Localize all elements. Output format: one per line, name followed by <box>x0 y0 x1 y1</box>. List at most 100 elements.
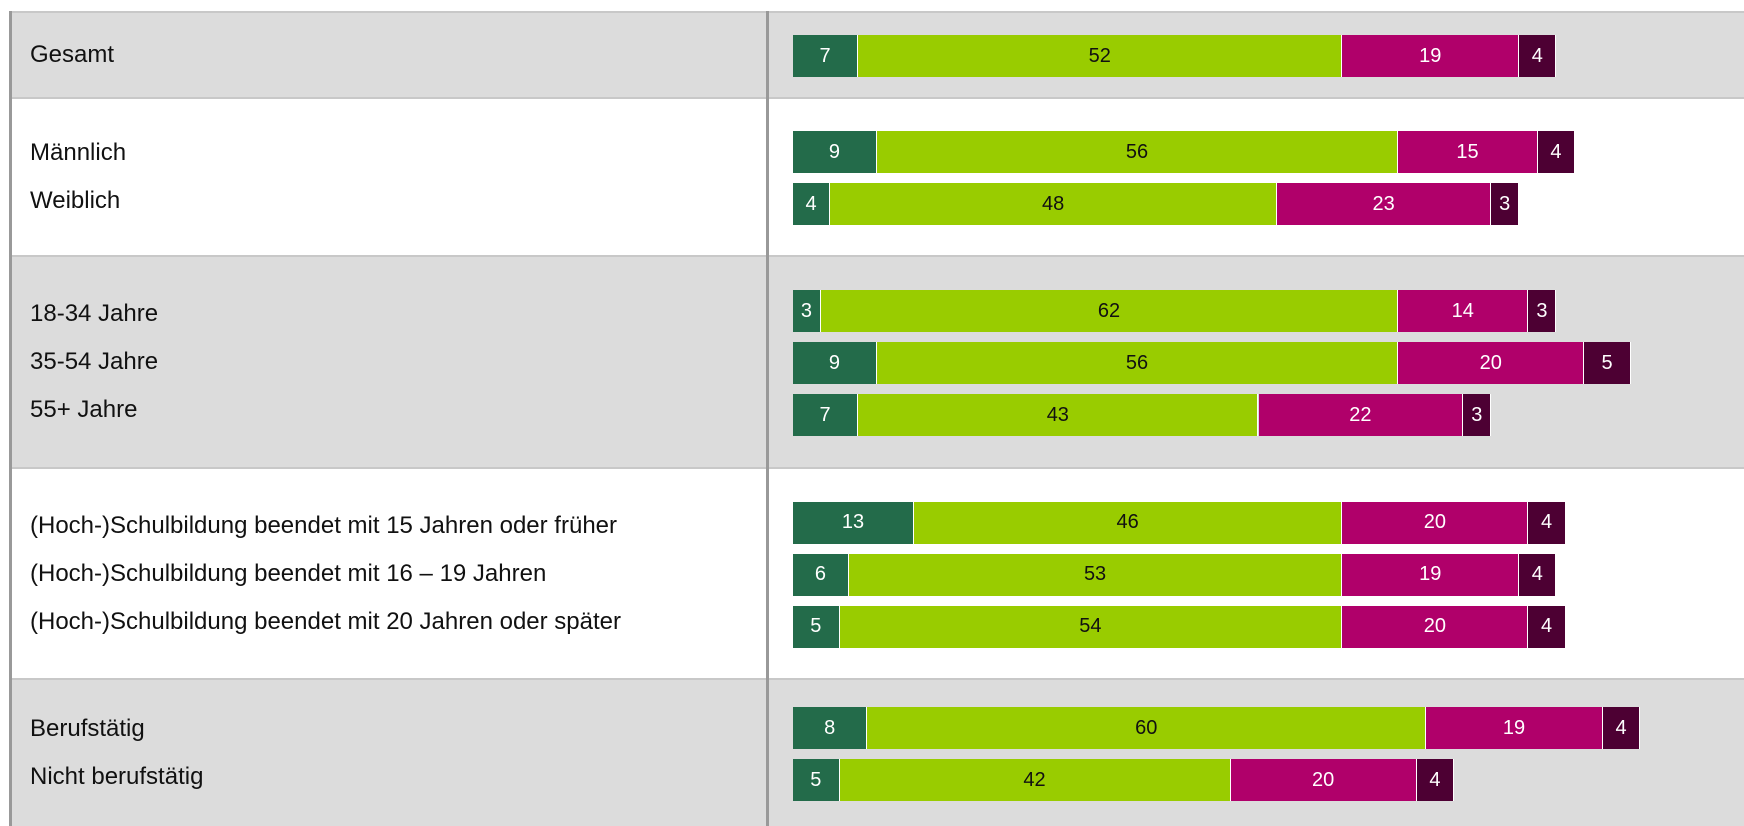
bar-segment: 42 <box>839 759 1231 801</box>
bar-value-label: 20 <box>1479 351 1502 374</box>
bar-value-label: 42 <box>1023 768 1046 791</box>
bar-segment: 7 <box>793 35 859 77</box>
bar-segment: 15 <box>1398 131 1538 173</box>
bar-value-label: 48 <box>1042 192 1065 215</box>
row-label: Nicht berufstätig <box>30 763 204 790</box>
bar-value-label: 3 <box>1471 403 1483 426</box>
border-line <box>9 11 12 826</box>
bar-value-label: 43 <box>1046 403 1069 426</box>
bar-value-label: 5 <box>1601 351 1613 374</box>
bar-value-label: 4 <box>805 192 817 215</box>
group-row: (Hoch-)Schulbildung beendet mit 15 Jahre… <box>11 467 1744 678</box>
row-label: 18-34 Jahre <box>30 300 159 327</box>
bar-value-label: 9 <box>828 351 840 374</box>
group-row: 18-34 Jahre 35-54 Jahre 55+ Jahre 3 62 14 3 9 56… <box>11 255 1744 467</box>
bar-value-label: 4 <box>1550 140 1562 163</box>
bar-segment: 43 <box>858 394 1259 436</box>
bar-segment: 13 <box>793 501 915 544</box>
bar-segment: 23 <box>1277 183 1492 225</box>
bar-segment: 54 <box>839 605 1343 648</box>
row-label: 55+ Jahre <box>30 396 138 423</box>
row-label: (Hoch-)Schulbildung beendet mit 16 – 19 … <box>30 559 547 587</box>
bar-segment: 62 <box>820 290 1399 332</box>
row-label: Weiblich <box>30 187 121 214</box>
bar-segment: 46 <box>914 501 1343 544</box>
bar-value-label: 22 <box>1349 403 1372 426</box>
bar-value-label: 46 <box>1116 511 1139 533</box>
bar-value-label: 3 <box>1499 192 1511 215</box>
bar-value-label: 19 <box>1502 716 1526 739</box>
bar-value-label: 13 <box>841 511 865 533</box>
bar-segment: 14 <box>1398 290 1529 332</box>
bar-segment: 4 <box>1416 759 1454 801</box>
bar-segment: 20 <box>1342 501 1529 544</box>
row-label: Männlich <box>30 139 127 166</box>
bar-segment: 5 <box>793 605 840 648</box>
bar-value-label: 20 <box>1423 615 1446 637</box>
bar-segment: 4 <box>1528 605 1566 648</box>
label-column: 18-34 Jahre 35-54 Jahre 55+ Jahre <box>30 257 755 467</box>
bar-segment: 4 <box>793 183 831 225</box>
bar-segment: 8 <box>793 707 868 749</box>
bar-segment: 4 <box>1537 131 1576 173</box>
bar-segment: 4 <box>1528 501 1566 544</box>
label-column: Berufstätig Nicht berufstätig <box>30 680 755 826</box>
bar-value-label: 7 <box>819 403 831 426</box>
bar-value-label: 62 <box>1097 299 1121 322</box>
bar-value-label: 9 <box>828 140 840 163</box>
label-column: Gesamt <box>30 13 755 97</box>
bar-value-label: 4 <box>1531 563 1543 585</box>
bar-value-label: 20 <box>1423 511 1446 533</box>
bar-segment: 22 <box>1258 394 1464 436</box>
bar-value-label: 60 <box>1135 716 1158 739</box>
bar-segment: 56 <box>876 342 1399 384</box>
bar-value-label: 4 <box>1615 716 1627 739</box>
bar-value-label: 6 <box>814 563 826 585</box>
bar-segment: 20 <box>1230 759 1417 801</box>
label-column: Männlich Weiblich <box>30 99 755 255</box>
bar-value-label: 7 <box>819 44 831 67</box>
bar-value-label: 15 <box>1456 140 1479 163</box>
bar-segment: 60 <box>867 707 1427 749</box>
bar-value-label: 3 <box>1536 299 1548 322</box>
bar-value-label: 56 <box>1125 140 1149 163</box>
group-row: Gesamt 7 52 19 4 <box>11 11 1744 97</box>
column-divider <box>766 11 769 826</box>
bar-segment: 20 <box>1342 605 1529 648</box>
bar-segment: 19 <box>1342 553 1520 596</box>
bar-segment: 6 <box>793 553 849 596</box>
row-label: 35-54 Jahre <box>30 348 159 375</box>
bar-segment: 9 <box>793 342 877 384</box>
row-label: (Hoch-)Schulbildung beendet mit 15 Jahre… <box>30 511 618 539</box>
group-row: Berufstätig Nicht berufstätig 8 60 19 4 5 42 20 4 <box>11 678 1744 826</box>
bar-value-label: 19 <box>1419 44 1442 67</box>
bar-segment: 56 <box>876 131 1399 173</box>
bar-value-label: 20 <box>1312 768 1335 791</box>
bar-value-label: 4 <box>1541 511 1553 533</box>
bar-segment: 3 <box>1463 394 1492 436</box>
bar-value-label: 5 <box>810 615 822 637</box>
bar-value-label: 56 <box>1125 351 1149 374</box>
bar-segment: 19 <box>1342 35 1520 77</box>
bar-value-label: 52 <box>1088 44 1111 67</box>
bar-segment: 4 <box>1519 35 1557 77</box>
bar-segment: 53 <box>848 553 1343 596</box>
group-row: Männlich Weiblich 9 56 15 4 4 48 23 3 <box>11 97 1744 255</box>
bar-segment: 5 <box>793 759 840 801</box>
label-column: (Hoch-)Schulbildung beendet mit 15 Jahre… <box>30 469 755 678</box>
bar-segment: 48 <box>830 183 1278 225</box>
bar-value-label: 4 <box>1429 768 1441 791</box>
bar-value-label: 4 <box>1541 615 1553 637</box>
bar-segment: 3 <box>1528 290 1557 332</box>
bar-value-label: 14 <box>1451 299 1474 322</box>
bar-segment: 19 <box>1426 707 1603 749</box>
bar-segment: 7 <box>793 394 859 436</box>
row-label: Gesamt <box>30 41 115 68</box>
bar-value-label: 4 <box>1531 44 1543 67</box>
bar-segment: 9 <box>793 131 877 173</box>
bar-value-label: 53 <box>1083 563 1107 585</box>
bar-segment: 5 <box>1584 342 1631 384</box>
bar-value-label: 3 <box>800 299 813 322</box>
bar-segment: 4 <box>1519 553 1557 596</box>
